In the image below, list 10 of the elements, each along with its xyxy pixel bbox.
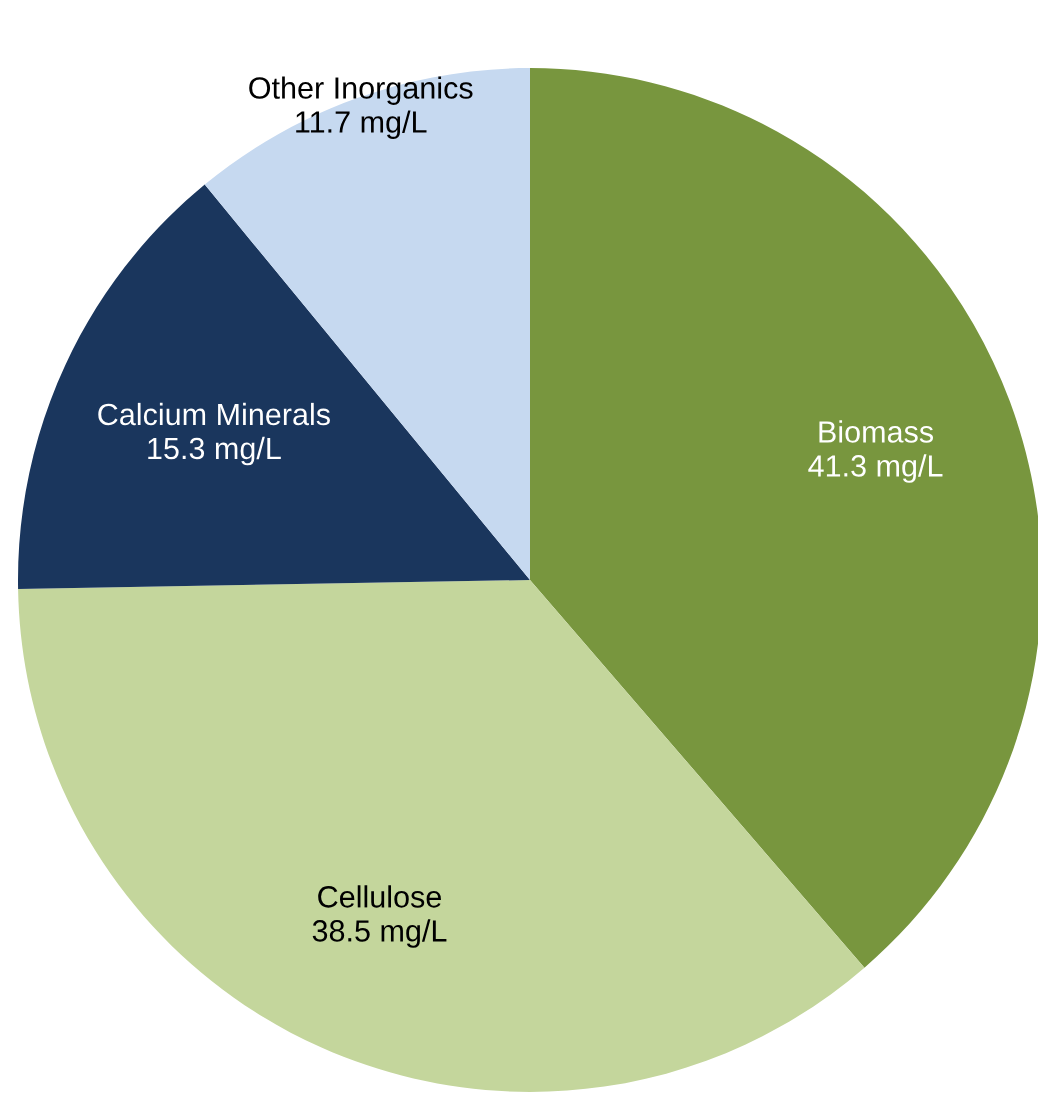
data-label: 11.7 mg/L — [296, 110, 427, 139]
data-label: 38.5 mg/L — [312, 919, 447, 948]
data-label: 15.3 mg/L — [148, 436, 281, 466]
slice-label: Biomass — [819, 420, 934, 443]
data-label: 41.3 mg/L — [808, 454, 943, 483]
slice-label: Other Inorganics — [249, 76, 473, 105]
pie-slice — [204, 68, 530, 580]
pie-slice — [18, 184, 530, 590]
slice-label: Cellulose — [318, 885, 441, 908]
slice-label: Calcium Minerals — [98, 402, 330, 426]
